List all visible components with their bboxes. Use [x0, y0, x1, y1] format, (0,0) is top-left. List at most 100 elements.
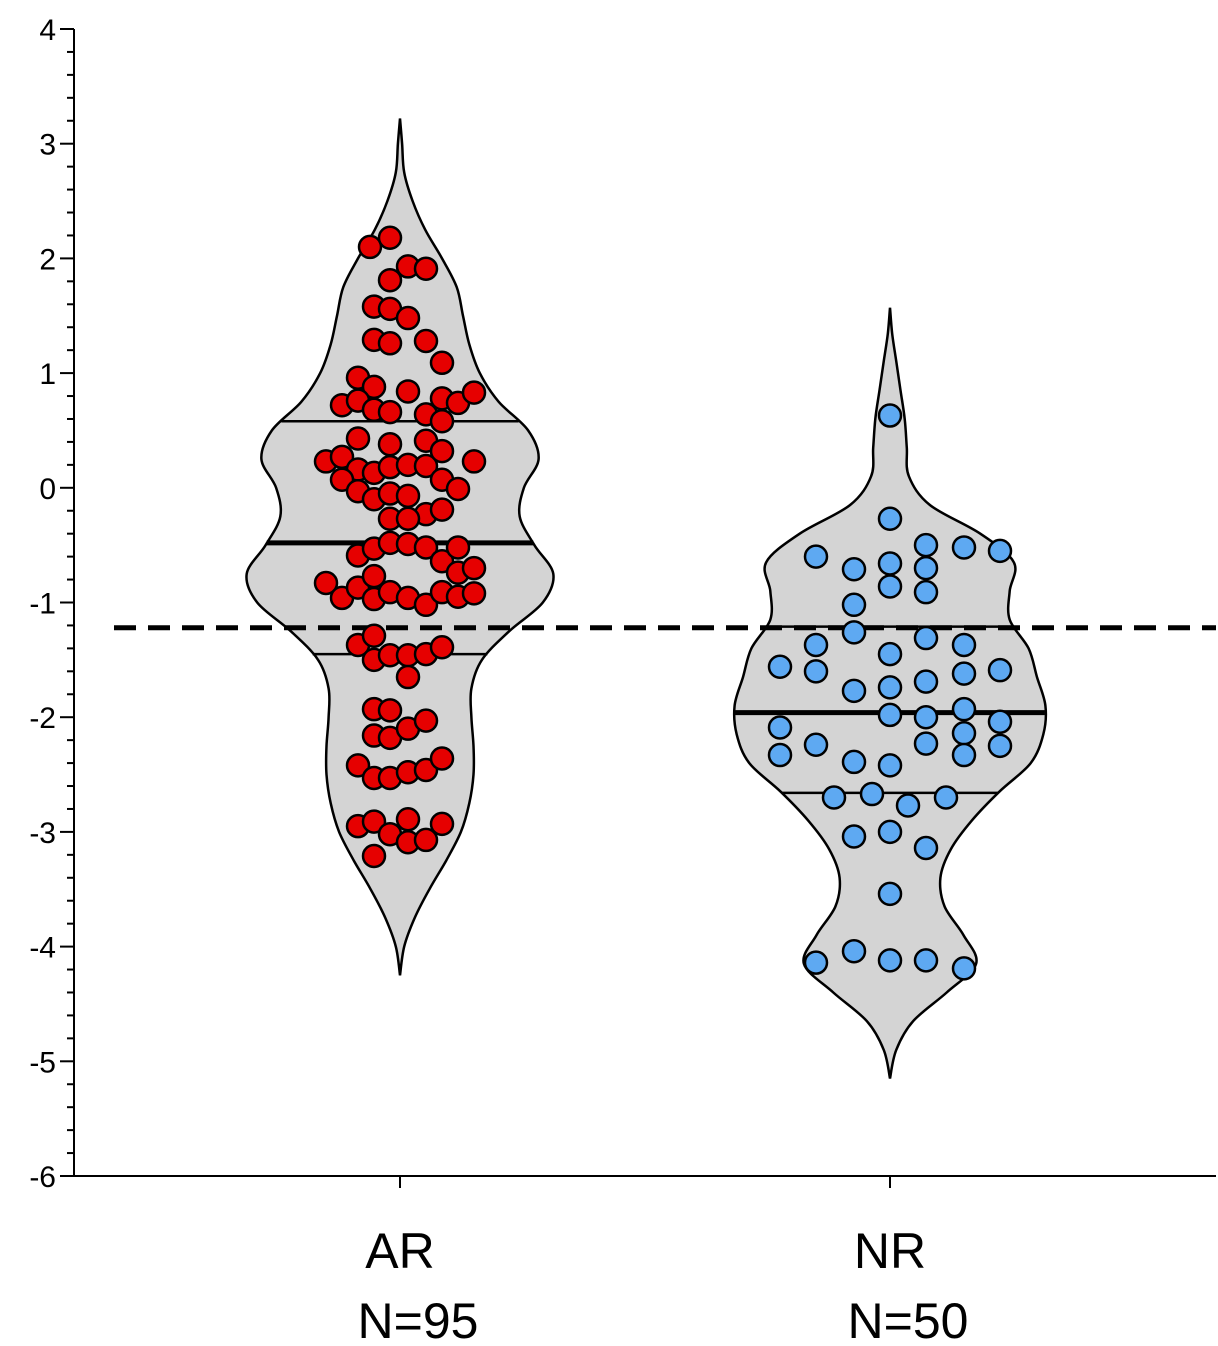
point-ar-94	[361, 843, 387, 869]
point-nr-21	[987, 657, 1013, 683]
point-nr-42	[877, 819, 903, 845]
point-nr-31	[913, 731, 939, 756]
point-ar-33	[413, 453, 439, 479]
point-nr-47	[877, 948, 903, 973]
point-nr-16	[877, 641, 903, 667]
point-nr-34	[987, 733, 1013, 759]
category-label-nr: NR	[854, 1223, 926, 1279]
point-ar-0	[357, 234, 383, 260]
y-tick-label: -1	[29, 588, 56, 621]
point-nr-5	[913, 532, 939, 558]
point-nr-0	[877, 403, 903, 428]
point-ar-66	[461, 581, 487, 606]
point-ar-54	[313, 570, 339, 596]
point-nr-3	[841, 556, 867, 582]
point-nr-44	[877, 881, 903, 907]
point-ar-7	[395, 305, 421, 331]
point-nr-35	[841, 749, 867, 775]
point-ar-73	[429, 634, 455, 660]
point-nr-33	[951, 742, 977, 768]
labels-layer: AR N=95 NR N=50	[358, 1223, 969, 1346]
point-nr-15	[951, 632, 977, 658]
y-tick-label: -2	[29, 702, 56, 735]
point-ar-40	[395, 483, 421, 509]
n-label-ar: N=95	[358, 1293, 479, 1346]
point-ar-4	[377, 267, 403, 293]
point-ar-11	[429, 350, 455, 376]
point-ar-81	[345, 753, 371, 778]
point-ar-44	[429, 497, 455, 522]
point-ar-53	[445, 535, 471, 560]
point-ar-23	[345, 426, 371, 451]
point-nr-22	[841, 678, 867, 704]
points-layer	[313, 225, 1013, 981]
point-ar-51	[413, 535, 439, 560]
point-nr-28	[987, 709, 1013, 735]
point-ar-18	[377, 399, 403, 425]
category-label-ar: AR	[365, 1223, 434, 1279]
point-nr-29	[767, 742, 793, 768]
point-nr-9	[877, 574, 903, 599]
point-nr-6	[913, 555, 939, 581]
point-ar-88	[361, 809, 387, 834]
point-nr-40	[933, 785, 959, 810]
point-nr-24	[767, 715, 793, 740]
point-ar-92	[413, 827, 439, 853]
point-ar-26	[429, 409, 455, 434]
point-nr-19	[913, 669, 939, 694]
y-tick-label: 2	[39, 243, 56, 276]
point-ar-9	[377, 331, 403, 356]
point-ar-22	[461, 380, 487, 405]
axes-layer: 4 3 2 1 0 -1 -2 -3 -4 -5 -6	[29, 14, 1216, 1194]
point-nr-13	[803, 632, 829, 658]
point-nr-30	[803, 732, 829, 757]
point-ar-86	[429, 746, 455, 771]
point-nr-38	[859, 781, 885, 807]
point-ar-74	[395, 664, 421, 690]
point-nr-49	[951, 956, 977, 981]
point-nr-46	[841, 938, 867, 964]
point-nr-23	[877, 675, 903, 700]
y-tick-label: 3	[39, 129, 56, 162]
point-nr-27	[951, 696, 977, 722]
point-nr-2	[803, 544, 829, 569]
point-nr-14	[913, 625, 939, 651]
y-tick-label: -3	[29, 817, 56, 850]
point-ar-3	[413, 256, 439, 281]
point-ar-65	[461, 555, 487, 581]
point-ar-10	[413, 328, 439, 354]
point-nr-7	[951, 535, 977, 560]
point-nr-48	[913, 948, 939, 973]
point-nr-1	[877, 506, 903, 532]
point-nr-25	[877, 702, 903, 728]
point-ar-61	[413, 592, 439, 618]
point-nr-18	[803, 659, 829, 684]
point-nr-32	[951, 721, 977, 746]
point-ar-90	[395, 807, 421, 832]
y-tick-label: 4	[39, 14, 56, 47]
point-ar-35	[461, 449, 487, 474]
point-ar-1	[377, 225, 403, 251]
point-nr-37	[821, 785, 847, 810]
point-ar-34	[429, 438, 455, 464]
point-nr-45	[803, 950, 829, 975]
y-tick-label: -5	[29, 1046, 56, 1079]
point-ar-77	[377, 698, 403, 723]
n-label-nr: N=50	[848, 1293, 969, 1346]
point-nr-41	[841, 824, 867, 849]
point-nr-11	[841, 592, 867, 618]
y-tick-label: 0	[39, 473, 56, 506]
y-tick-label: -4	[29, 932, 56, 965]
point-nr-10	[913, 579, 939, 605]
point-ar-68	[361, 623, 387, 649]
point-nr-12	[841, 620, 867, 645]
point-nr-17	[767, 654, 793, 679]
point-nr-43	[913, 835, 939, 861]
point-nr-26	[913, 704, 939, 730]
y-tick-label: -6	[29, 1161, 56, 1194]
point-ar-93	[429, 811, 455, 837]
point-ar-80	[413, 708, 439, 733]
point-nr-36	[877, 753, 903, 778]
point-ar-43	[445, 476, 471, 502]
